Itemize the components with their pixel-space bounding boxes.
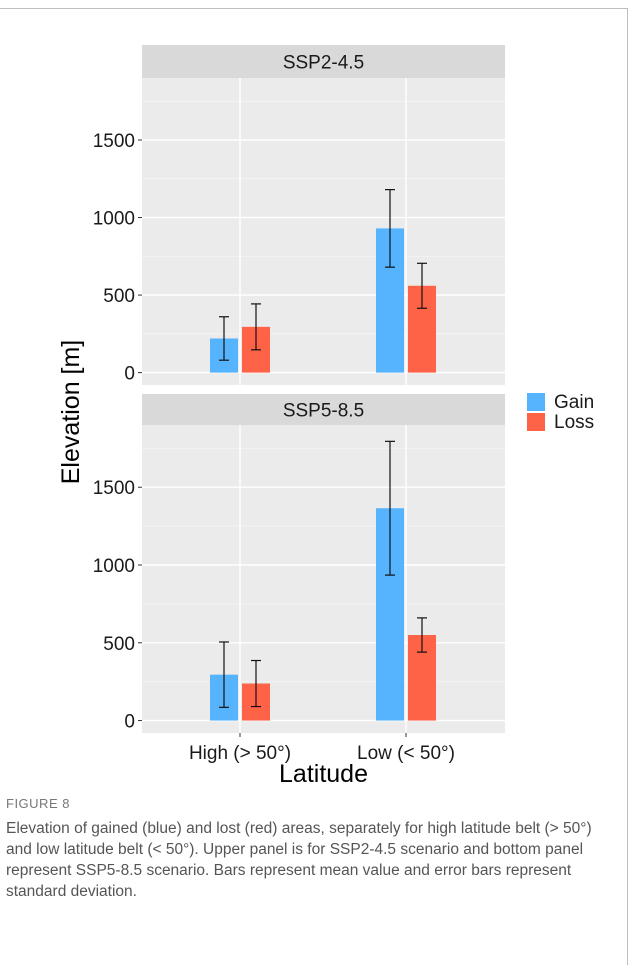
panel-background [142,78,505,385]
y-tick-label: 0 [124,712,135,733]
facet-strip [142,45,505,78]
y-tick-label: 1500 [93,478,135,499]
frame-right-border [627,8,628,965]
x-tick-label: Low (< 50°) [357,743,455,764]
y-tick-label: 500 [103,286,135,307]
legend-label-loss: Loss [554,412,594,433]
y-tick-label: 1000 [93,556,135,577]
y-axis-title: Elevation [m] [57,340,85,485]
legend-swatch-loss [527,413,545,431]
y-tick-label: 1500 [93,131,135,152]
facet-strip-title: SSP5-8.5 [283,401,364,422]
facet-strip-title: SSP2-4.5 [283,53,364,74]
x-tick-label: High (> 50°) [189,743,291,764]
figure-label: FIGURE 8 [6,796,70,811]
y-tick-label: 0 [124,364,135,385]
legend-swatch-gain [527,393,545,411]
panel-background [142,425,505,733]
y-tick-label: 500 [103,634,135,655]
facet-strip [142,394,505,425]
faceted-bar-chart: SSP2-4.5 0 500 1000 1500 SSP5-8.5 0 500 1000 1500… [57,45,594,788]
figure-caption: Elevation of gained (blue) and lost (red… [6,820,592,900]
y-tick-label: 1000 [93,209,135,230]
frame-top-border [0,8,627,9]
legend-label-gain: Gain [554,392,594,413]
x-axis-title: Latitude [279,760,368,788]
